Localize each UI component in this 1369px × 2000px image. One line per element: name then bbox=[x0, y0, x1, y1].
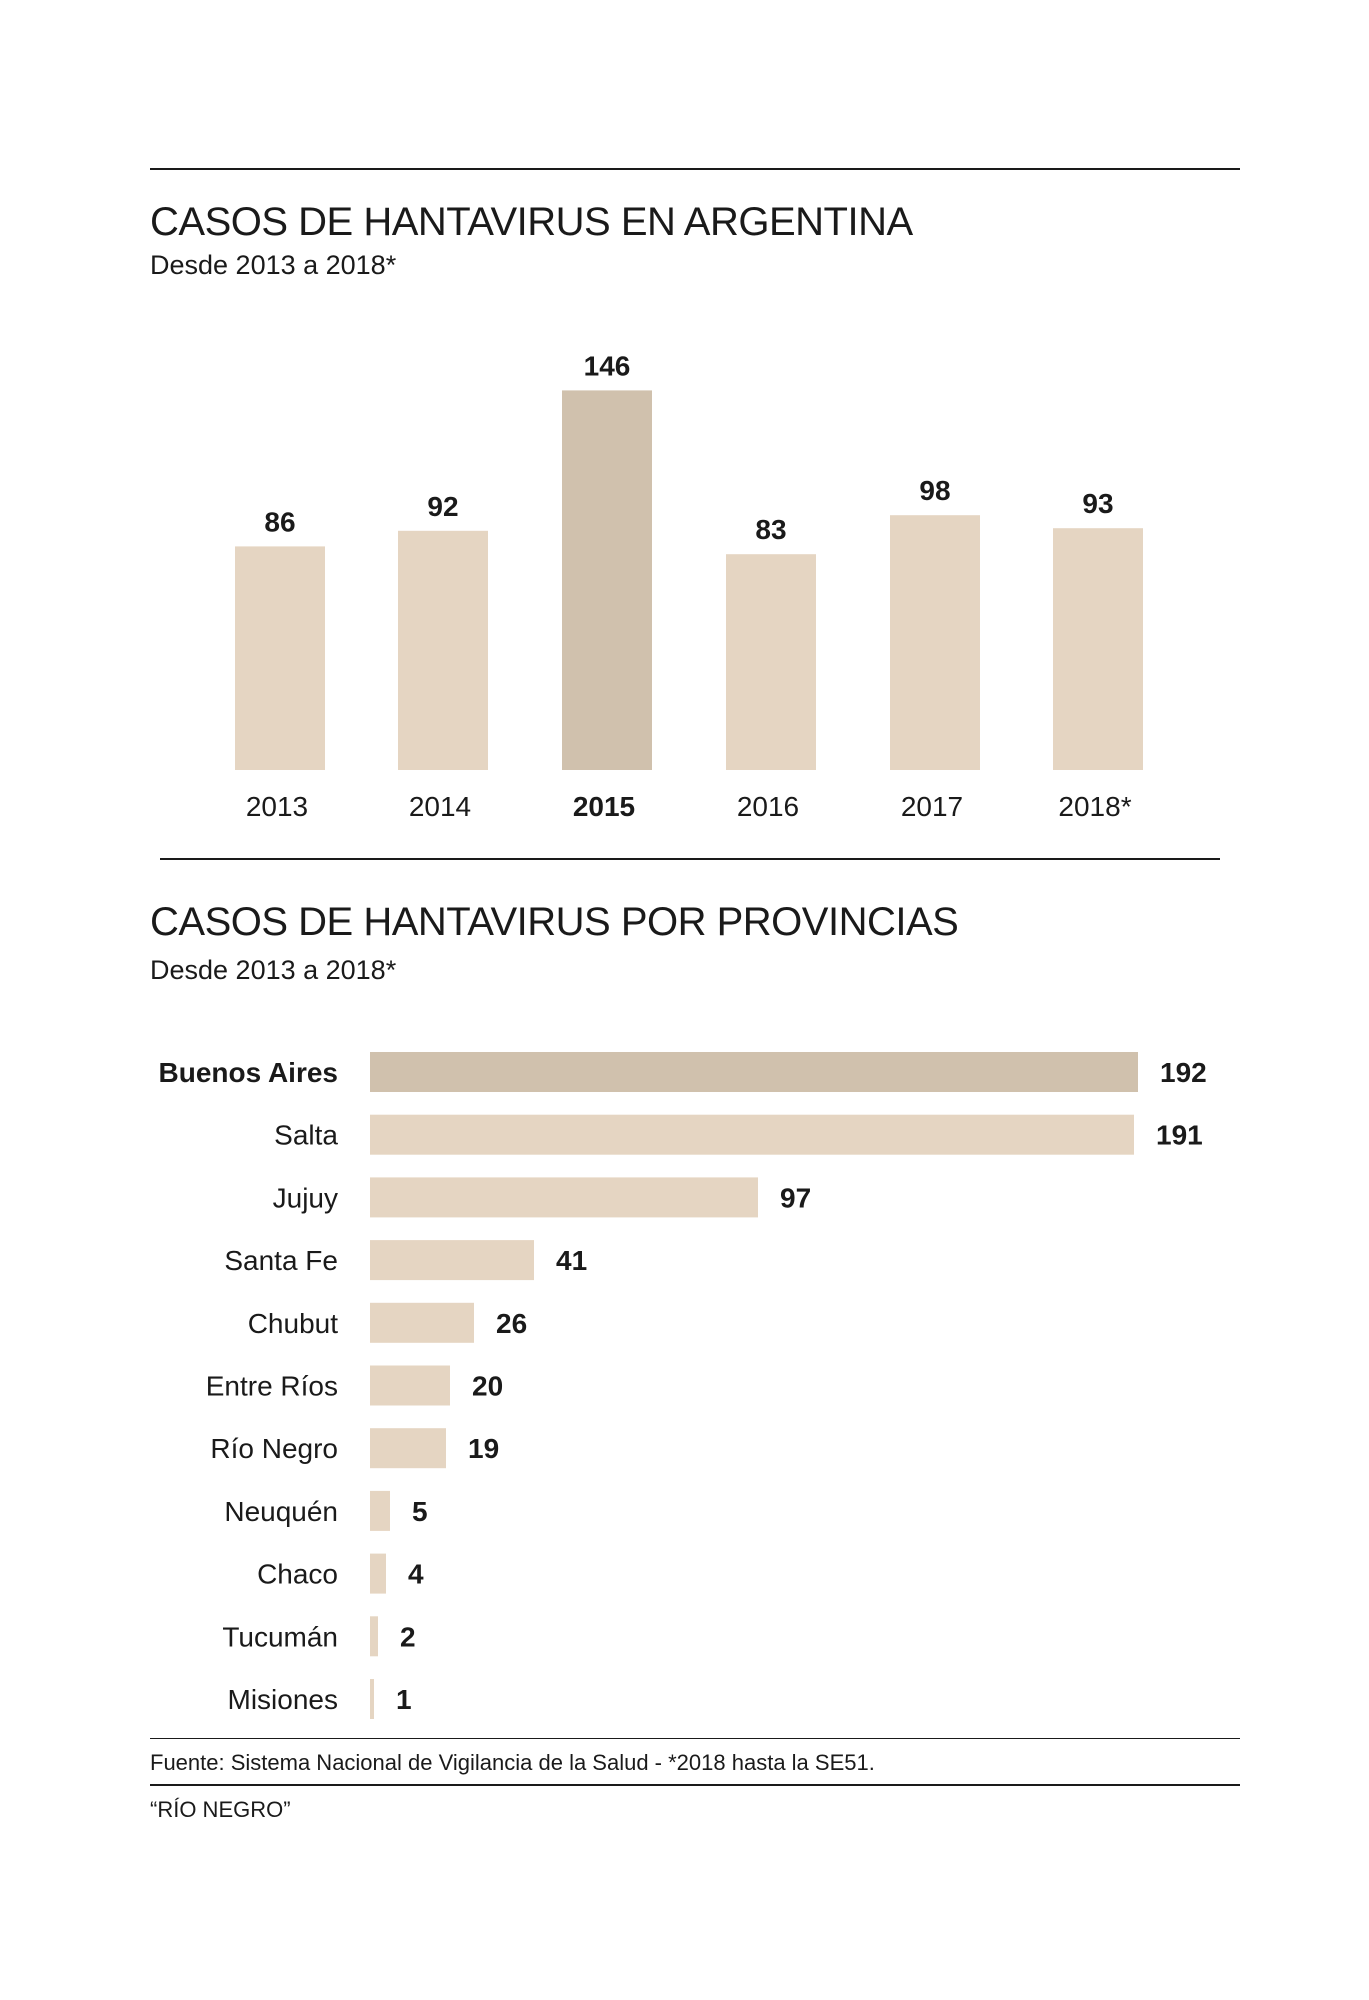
value-label-misiones: 1 bbox=[396, 1684, 412, 1715]
bar-misiones bbox=[370, 1679, 374, 1719]
value-label-chaco: 4 bbox=[408, 1559, 424, 1590]
value-label-2018: 93 bbox=[1082, 488, 1113, 519]
bar-2018 bbox=[1053, 528, 1143, 770]
value-label-2013: 86 bbox=[264, 506, 295, 537]
bar-chaco bbox=[370, 1553, 386, 1594]
province-label-santa-fe: Santa Fe bbox=[224, 1245, 338, 1276]
value-label-chubut: 26 bbox=[496, 1308, 527, 1339]
bar-chubut bbox=[370, 1302, 474, 1343]
province-label-río-negro: Río Negro bbox=[210, 1433, 338, 1464]
category-label-2013: 2013 bbox=[246, 791, 308, 822]
category-label-2018: 2018* bbox=[1058, 791, 1131, 822]
top-divider bbox=[150, 168, 1240, 170]
chart1-subtitle: Desde 2013 a 2018* bbox=[150, 250, 397, 280]
category-label-2016: 2016 bbox=[737, 791, 799, 822]
bar-tucumán bbox=[370, 1616, 378, 1657]
source-note: Fuente: Sistema Nacional de Vigilancia d… bbox=[150, 1750, 875, 1775]
category-label-2015: 2015 bbox=[573, 791, 635, 822]
category-label-2017: 2017 bbox=[901, 791, 963, 822]
value-label-río-negro: 19 bbox=[468, 1433, 499, 1464]
value-label-entre-ríos: 20 bbox=[472, 1371, 503, 1402]
value-label-neuquén: 5 bbox=[412, 1496, 428, 1527]
footer-bottom-divider bbox=[150, 1784, 1240, 1786]
middle-divider bbox=[160, 858, 1220, 860]
chart1-title: CASOS DE HANTAVIRUS EN ARGENTINA bbox=[150, 200, 913, 244]
bar-entre-ríos bbox=[370, 1365, 450, 1406]
province-label-chaco: Chaco bbox=[257, 1559, 338, 1590]
bar-salta bbox=[370, 1114, 1134, 1155]
value-label-2015: 146 bbox=[584, 350, 631, 381]
value-label-2017: 98 bbox=[919, 475, 950, 506]
bar-santa-fe bbox=[370, 1240, 534, 1281]
chart2-title: CASOS DE HANTAVIRUS POR PROVINCIAS bbox=[150, 900, 959, 944]
bar-2014 bbox=[398, 530, 488, 770]
province-label-buenos-aires: Buenos Aires bbox=[159, 1057, 338, 1088]
province-label-entre-ríos: Entre Ríos bbox=[206, 1371, 338, 1402]
province-label-salta: Salta bbox=[274, 1120, 338, 1151]
yearly-cases-chart: 86 2013 92 2014 146 2015 83 2016 98 2017 93 2018* bbox=[235, 350, 1143, 822]
bar-río-negro bbox=[370, 1428, 446, 1469]
province-label-jujuy: Jujuy bbox=[273, 1182, 338, 1213]
chart2-subtitle: Desde 2013 a 2018* bbox=[150, 955, 397, 985]
province-label-neuquén: Neuquén bbox=[224, 1496, 338, 1527]
bar-2013 bbox=[235, 546, 325, 770]
bar-2015 bbox=[562, 390, 652, 770]
value-label-jujuy: 97 bbox=[780, 1182, 811, 1213]
value-label-santa-fe: 41 bbox=[556, 1245, 587, 1276]
bar-2017 bbox=[890, 515, 980, 770]
province-label-tucumán: Tucumán bbox=[222, 1621, 338, 1652]
value-label-salta: 191 bbox=[1156, 1120, 1203, 1151]
footer-top-divider bbox=[150, 1738, 1240, 1739]
bar-neuquén bbox=[370, 1490, 390, 1531]
credit-note: “RÍO NEGRO” bbox=[150, 1797, 291, 1822]
province-label-misiones: Misiones bbox=[228, 1684, 338, 1715]
bar-jujuy bbox=[370, 1177, 758, 1218]
bar-2016 bbox=[726, 554, 816, 770]
value-label-tucumán: 2 bbox=[400, 1621, 416, 1652]
value-label-2016: 83 bbox=[755, 514, 786, 545]
bar-buenos-aires bbox=[370, 1052, 1138, 1092]
province-label-chubut: Chubut bbox=[248, 1308, 339, 1339]
value-label-buenos-aires: 192 bbox=[1160, 1057, 1207, 1088]
category-label-2014: 2014 bbox=[409, 791, 471, 822]
value-label-2014: 92 bbox=[427, 491, 458, 522]
